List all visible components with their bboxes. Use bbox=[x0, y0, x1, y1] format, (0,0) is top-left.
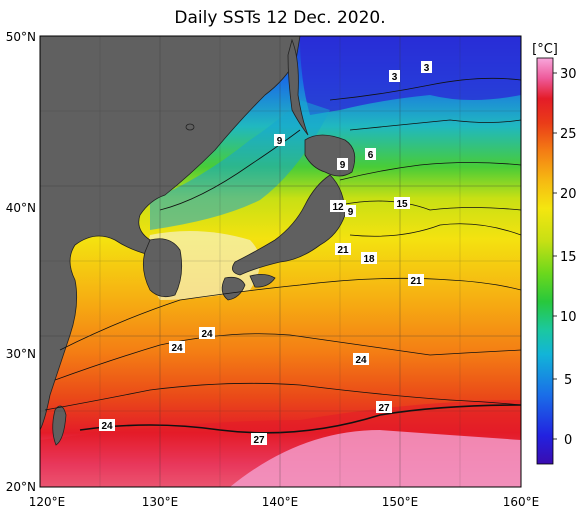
svg-text:27: 27 bbox=[378, 403, 390, 414]
isotherms bbox=[44, 77, 521, 434]
lon-label-120e: 120°E bbox=[29, 495, 66, 509]
colorbar-unit: [°C] bbox=[532, 42, 558, 57]
isotherm-label: 21 bbox=[335, 243, 351, 256]
svg-text:12: 12 bbox=[332, 202, 344, 213]
isotherm-label: 18 bbox=[361, 252, 377, 265]
svg-text:24: 24 bbox=[355, 355, 367, 366]
colorbar-tick: 15 bbox=[560, 250, 577, 265]
lon-axis: 120°E 130°E 140°E 150°E 160°E bbox=[29, 495, 540, 509]
svg-text:21: 21 bbox=[337, 245, 349, 256]
svg-text:27: 27 bbox=[253, 435, 265, 446]
lon-label-140e: 140°E bbox=[262, 495, 299, 509]
isotherm-label: 9 bbox=[345, 205, 356, 218]
svg-text:21: 21 bbox=[410, 276, 422, 287]
svg-text:24: 24 bbox=[101, 421, 113, 432]
colorbar-tick: 5 bbox=[564, 373, 572, 388]
isotherm-label: 6 bbox=[365, 148, 376, 161]
colorbar-tick: 0 bbox=[564, 433, 572, 448]
graticule bbox=[40, 36, 521, 487]
svg-text:3: 3 bbox=[424, 63, 430, 74]
colorbar-tick: 10 bbox=[560, 310, 577, 325]
isotherm-label: 9 bbox=[337, 158, 348, 171]
lat-label-20n: 20°N bbox=[6, 480, 36, 494]
svg-text:6: 6 bbox=[368, 150, 374, 161]
map-title: Daily SSTs 12 Dec. 2020. bbox=[174, 8, 386, 28]
svg-text:24: 24 bbox=[201, 329, 213, 340]
svg-text:18: 18 bbox=[363, 254, 375, 265]
lon-label-150e: 150°E bbox=[382, 495, 419, 509]
colorbar-tick: 20 bbox=[560, 187, 577, 202]
colorbar-tick: 30 bbox=[560, 67, 577, 82]
lat-label-40n: 40°N bbox=[6, 201, 36, 215]
isotherm-label: 12 bbox=[330, 200, 346, 213]
isotherm-label: 24 bbox=[199, 327, 215, 340]
colorbar-tick: 25 bbox=[560, 127, 577, 142]
svg-text:15: 15 bbox=[396, 199, 408, 210]
svg-text:9: 9 bbox=[340, 160, 346, 171]
land bbox=[40, 36, 356, 446]
isotherm-label: 24 bbox=[99, 419, 115, 432]
isotherm-label: 9 bbox=[274, 134, 285, 147]
lat-label-50n: 50°N bbox=[6, 30, 36, 44]
colorbar-scale bbox=[536, 57, 554, 465]
colorbar: [°C] 30 25 20 15 10 5 0 bbox=[532, 42, 577, 465]
isotherm-label: 21 bbox=[408, 274, 424, 287]
isotherm-label-group: 3 3 9 9 6 12 9 15 21 18 21 24 24 24 24 2… bbox=[99, 61, 432, 446]
lat-label-30n: 30°N bbox=[6, 347, 36, 361]
lon-label-130e: 130°E bbox=[142, 495, 179, 509]
lon-label-160e: 160°E bbox=[503, 495, 540, 509]
isotherm-label: 24 bbox=[169, 341, 185, 354]
isotherm-label: 24 bbox=[353, 353, 369, 366]
isotherm-label: 27 bbox=[376, 401, 392, 414]
svg-text:9: 9 bbox=[277, 136, 283, 147]
map-frame bbox=[39, 35, 522, 488]
isotherm-label: 15 bbox=[394, 197, 410, 210]
isotherm-label: 3 bbox=[389, 70, 400, 83]
svg-text:24: 24 bbox=[171, 343, 183, 354]
isotherm-label: 3 bbox=[421, 61, 432, 74]
svg-text:9: 9 bbox=[348, 207, 354, 218]
lat-axis: 50°N 40°N 30°N 20°N bbox=[6, 30, 36, 494]
isotherm-label: 27 bbox=[251, 433, 267, 446]
svg-text:3: 3 bbox=[392, 72, 398, 83]
